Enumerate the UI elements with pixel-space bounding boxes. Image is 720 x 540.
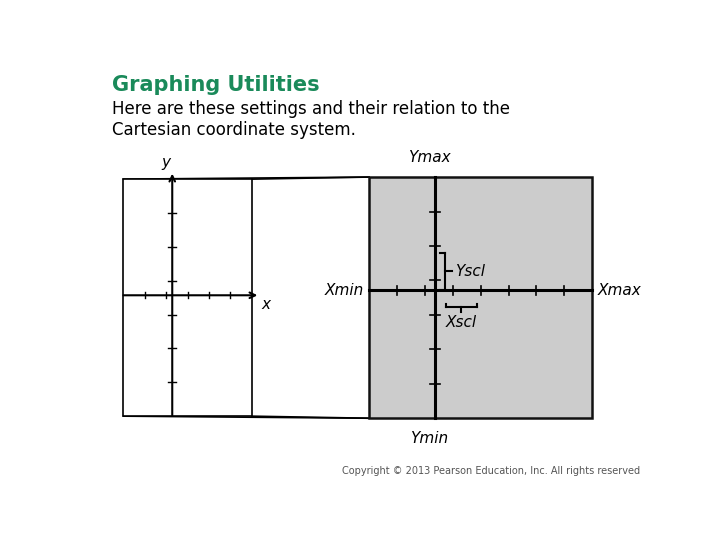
Text: Xscl: Xscl xyxy=(446,315,477,330)
Text: Ymax: Ymax xyxy=(408,150,451,165)
Text: Graphing Utilities: Graphing Utilities xyxy=(112,75,320,95)
Bar xyxy=(124,179,252,416)
Text: Copyright © 2013 Pearson Education, Inc. All rights reserved: Copyright © 2013 Pearson Education, Inc.… xyxy=(341,465,639,476)
Text: x: x xyxy=(262,298,271,312)
Text: Xmax: Xmax xyxy=(598,283,642,298)
Bar xyxy=(369,177,593,418)
Text: Ymin: Ymin xyxy=(410,431,449,445)
Text: Xmin: Xmin xyxy=(324,283,364,298)
Text: Yscl: Yscl xyxy=(455,264,485,279)
Text: y: y xyxy=(161,155,170,170)
Text: Here are these settings and their relation to the
Cartesian coordinate system.: Here are these settings and their relati… xyxy=(112,100,510,139)
